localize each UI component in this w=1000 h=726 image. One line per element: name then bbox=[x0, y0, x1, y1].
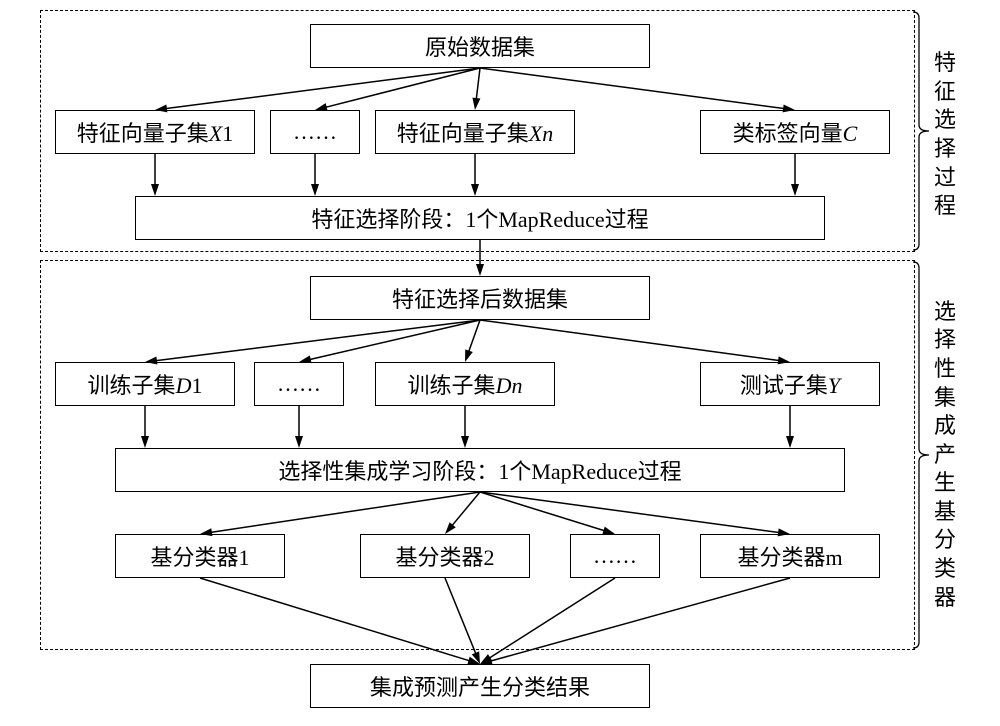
label: 训练子集D1 bbox=[88, 368, 203, 400]
side-label-ensemble: 选择性集成产生基分类器 bbox=[930, 295, 960, 615]
label: 测试子集Y bbox=[740, 368, 840, 400]
node-train-subset-d1: 训练子集D1 bbox=[55, 362, 235, 406]
node-ellipsis-2: …… bbox=[254, 362, 344, 406]
label: …… bbox=[593, 543, 637, 569]
node-test-subset-y: 测试子集Y bbox=[700, 362, 880, 406]
side-label-feature-selection: 特征选择过程 bbox=[930, 40, 960, 230]
node-post-fs-dataset: 特征选择后数据集 bbox=[310, 276, 650, 320]
node-feature-subset-x1: 特征向量子集X1 bbox=[55, 110, 255, 154]
node-base-classifier-1: 基分类器1 bbox=[115, 534, 285, 578]
label: 原始数据集 bbox=[425, 30, 535, 62]
label: 特征选择后数据集 bbox=[392, 282, 568, 314]
label: 基分类器m bbox=[737, 540, 842, 572]
node-original-dataset: 原始数据集 bbox=[310, 24, 650, 68]
node-base-classifier-m: 基分类器m bbox=[700, 534, 880, 578]
label: 特征向量子集Xn bbox=[397, 116, 553, 148]
node-ensemble-result: 集成预测产生分类结果 bbox=[310, 664, 650, 708]
node-feature-subset-xn: 特征向量子集Xn bbox=[375, 110, 575, 154]
node-ellipsis-1: …… bbox=[270, 110, 360, 154]
label: 选择性集成学习阶段：1个MapReduce过程 bbox=[278, 454, 681, 486]
node-selective-ensemble-stage: 选择性集成学习阶段：1个MapReduce过程 bbox=[115, 448, 845, 492]
label: 训练子集Dn bbox=[408, 368, 523, 400]
label: 基分类器2 bbox=[395, 540, 494, 572]
node-feature-selection-stage: 特征选择阶段：1个MapReduce过程 bbox=[135, 196, 825, 240]
node-train-subset-dn: 训练子集Dn bbox=[375, 362, 555, 406]
label: 集成预测产生分类结果 bbox=[370, 670, 590, 702]
label: 特征选择阶段：1个MapReduce过程 bbox=[311, 202, 648, 234]
node-base-classifier-2: 基分类器2 bbox=[360, 534, 530, 578]
label: …… bbox=[293, 119, 337, 145]
diagram-canvas: 原始数据集 特征向量子集X1 …… 特征向量子集Xn 类标签向量C 特征选择阶段… bbox=[0, 0, 1000, 726]
label: 基分类器1 bbox=[150, 540, 249, 572]
label: …… bbox=[277, 371, 321, 397]
label: 特征向量子集X1 bbox=[77, 116, 233, 148]
node-class-label-vector: 类标签向量C bbox=[700, 110, 890, 154]
node-ellipsis-3: …… bbox=[570, 534, 660, 578]
label: 类标签向量C bbox=[733, 116, 858, 148]
